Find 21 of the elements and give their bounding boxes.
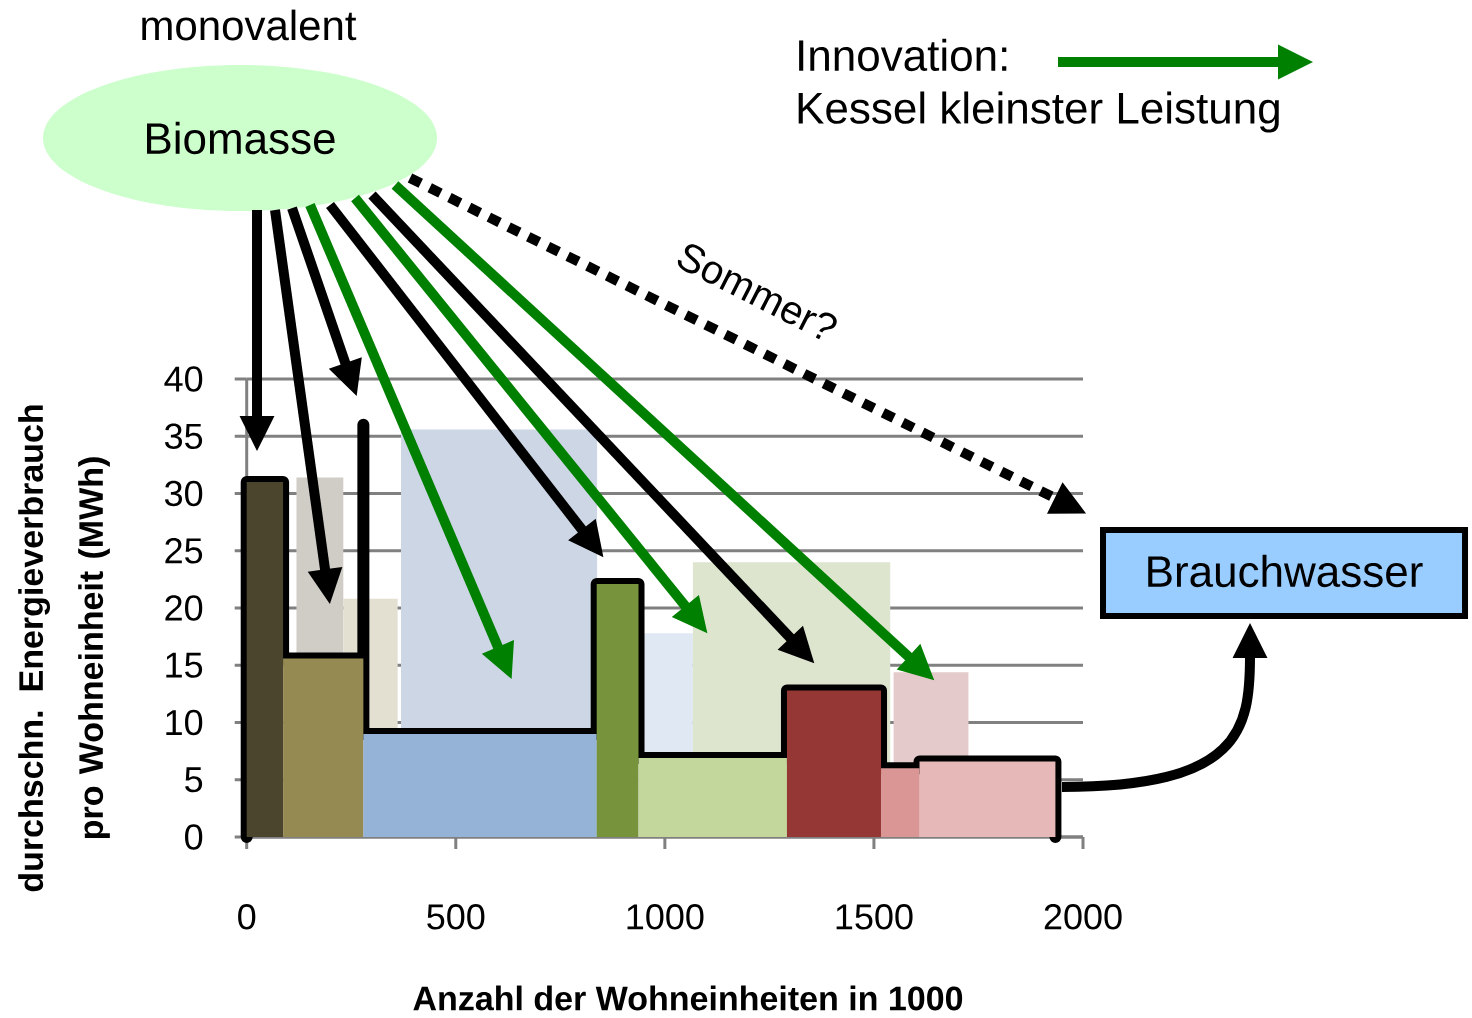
x-tick-label: 0	[238, 904, 256, 930]
text: Biomasse	[147, 121, 335, 155]
y-tick-label: 30	[164, 480, 203, 507]
y-tick-label: 40	[164, 366, 203, 392]
text: Innovation:	[799, 38, 1007, 72]
y-tick-label: 10	[166, 709, 203, 736]
y-tick-label: 25	[165, 538, 203, 564]
text: Brauchwasser	[1148, 554, 1423, 588]
y-tick-label: 15	[166, 652, 203, 678]
text: monovalent	[142, 9, 357, 41]
y-tick-label: 20	[165, 595, 203, 621]
y-axis-title: durchschn. Energieverbrauch pro Wohneinheit (MWh)	[18, 405, 110, 892]
y-tick-label: 35	[164, 423, 203, 449]
x-tick-label: 2000	[1044, 904, 1122, 930]
x-tick-label: 500	[427, 904, 485, 930]
x-axis-title: Anzahl der Wohneinheiten in 1000	[413, 985, 963, 1011]
x-tick-label: 1500	[836, 904, 913, 930]
x-tick-label: 1000	[627, 904, 704, 930]
y-tick-label: 5	[185, 767, 203, 793]
text: Kessel kleinster Leistung	[798, 91, 1279, 133]
y-tick-label: 0	[185, 824, 203, 850]
